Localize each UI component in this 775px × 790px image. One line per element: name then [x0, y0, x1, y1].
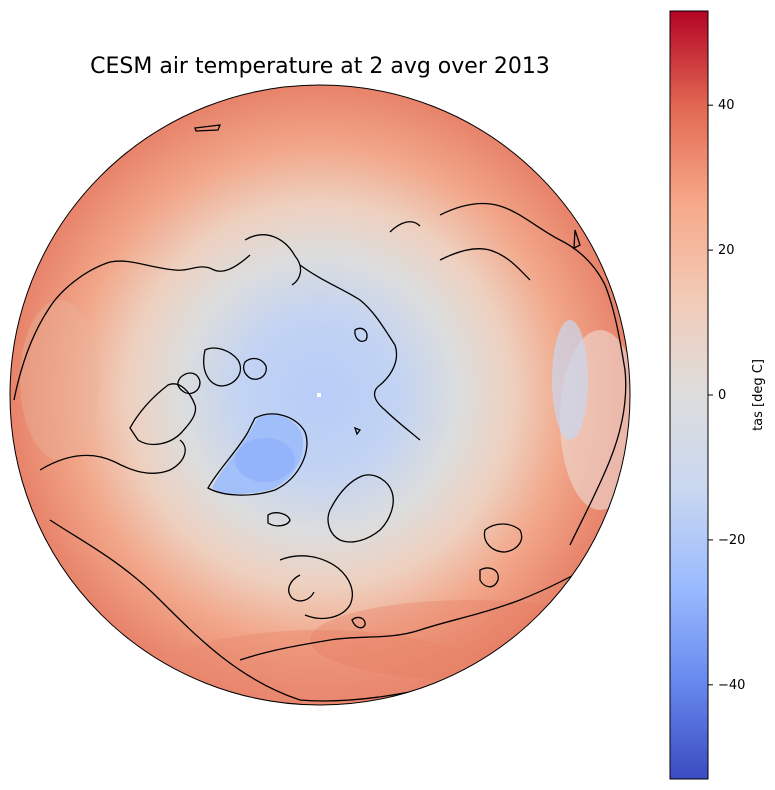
- colorbar-tick-label: 20: [718, 243, 735, 258]
- globe-outline: [9, 84, 631, 706]
- map-title: CESM air temperature at 2 avg over 2013: [90, 54, 550, 79]
- colorbar-tick-label: 40: [718, 98, 735, 113]
- pole-marker: [317, 393, 321, 397]
- colorbar-bar: [669, 10, 709, 780]
- temperature-field: [10, 85, 630, 705]
- colorbar-tick-label: −40: [718, 678, 745, 693]
- colorbar-tick-label: −20: [718, 533, 745, 548]
- colorbar-tick-label: 0: [718, 388, 726, 403]
- colorbar: 40 20 0 −20 −40 tas [deg C]: [669, 10, 766, 780]
- colorbar-label: tas [deg C]: [751, 359, 766, 431]
- colorbar-ticks: 40 20 0 −20 −40: [708, 98, 745, 693]
